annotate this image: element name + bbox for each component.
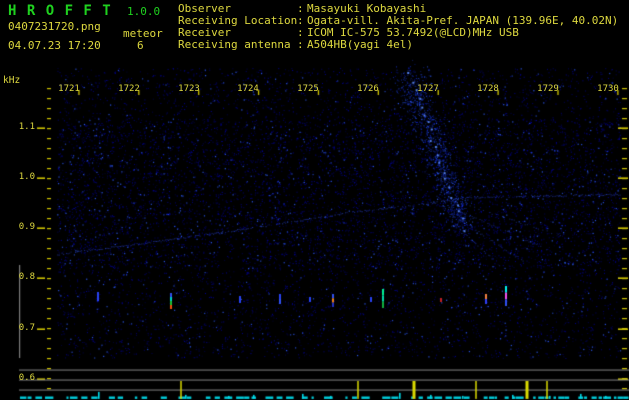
time-tick-label: 1722 [118,84,140,94]
time-tick-label: 1728 [477,84,499,94]
freq-tick-label: 0.8 [18,272,35,282]
time-tick-label: 1727 [417,84,439,94]
mode-label: meteor [123,27,163,40]
info-colon: : [297,2,304,15]
info-value: Ogata-vill. Akita-Pref. JAPAN (139.96E, … [307,14,619,27]
info-value: A504HB(yagi 4el) [307,38,413,51]
app-version: 1.0.0 [127,5,161,18]
time-tick-label: 1723 [178,84,200,94]
time-tick-label: 1730 [597,84,619,94]
time-tick-label: 1724 [237,84,259,94]
time-tick-label: 1725 [297,84,319,94]
info-label: Receiving Location [178,14,298,27]
freq-unit-label: kHz [3,75,21,86]
info-colon: : [297,38,304,51]
app-title: H R O F F T [8,3,112,19]
time-tick-label: 1721 [58,84,80,94]
info-colon: : [297,14,304,27]
info-value: Masayuki Kobayashi [307,2,427,15]
info-label: Observer [178,2,231,15]
info-row-antenna: Receiving antenna: A504HB(yagi 4el) [178,39,413,50]
info-label: Receiving antenna [178,38,291,51]
info-label: Receiver [178,26,231,39]
freq-tick-label: 0.6 [18,373,35,383]
freq-tick-label: 1.0 [18,172,35,182]
capture-filename: 0407231720.png [8,20,101,33]
info-row-receiver: Receiver: ICOM IC-575 53.7492(@LCD)MHz US… [178,27,519,38]
freq-tick-label: 1.1 [18,122,35,132]
capture-datetime: 04.07.23 17:20 [8,39,101,52]
info-row-observer: Observer: Masayuki Kobayashi [178,3,426,14]
info-colon: : [297,26,304,39]
info-value: ICOM IC-575 53.7492(@LCD)MHz USB [307,26,519,39]
freq-tick-label: 0.7 [18,323,35,333]
time-tick-label: 1726 [357,84,379,94]
echo-count: 6 [137,39,144,52]
freq-tick-label: 0.9 [18,222,35,232]
time-tick-label: 1729 [537,84,559,94]
info-row-location: Receiving Location: Ogata-vill. Akita-Pre… [178,15,618,26]
